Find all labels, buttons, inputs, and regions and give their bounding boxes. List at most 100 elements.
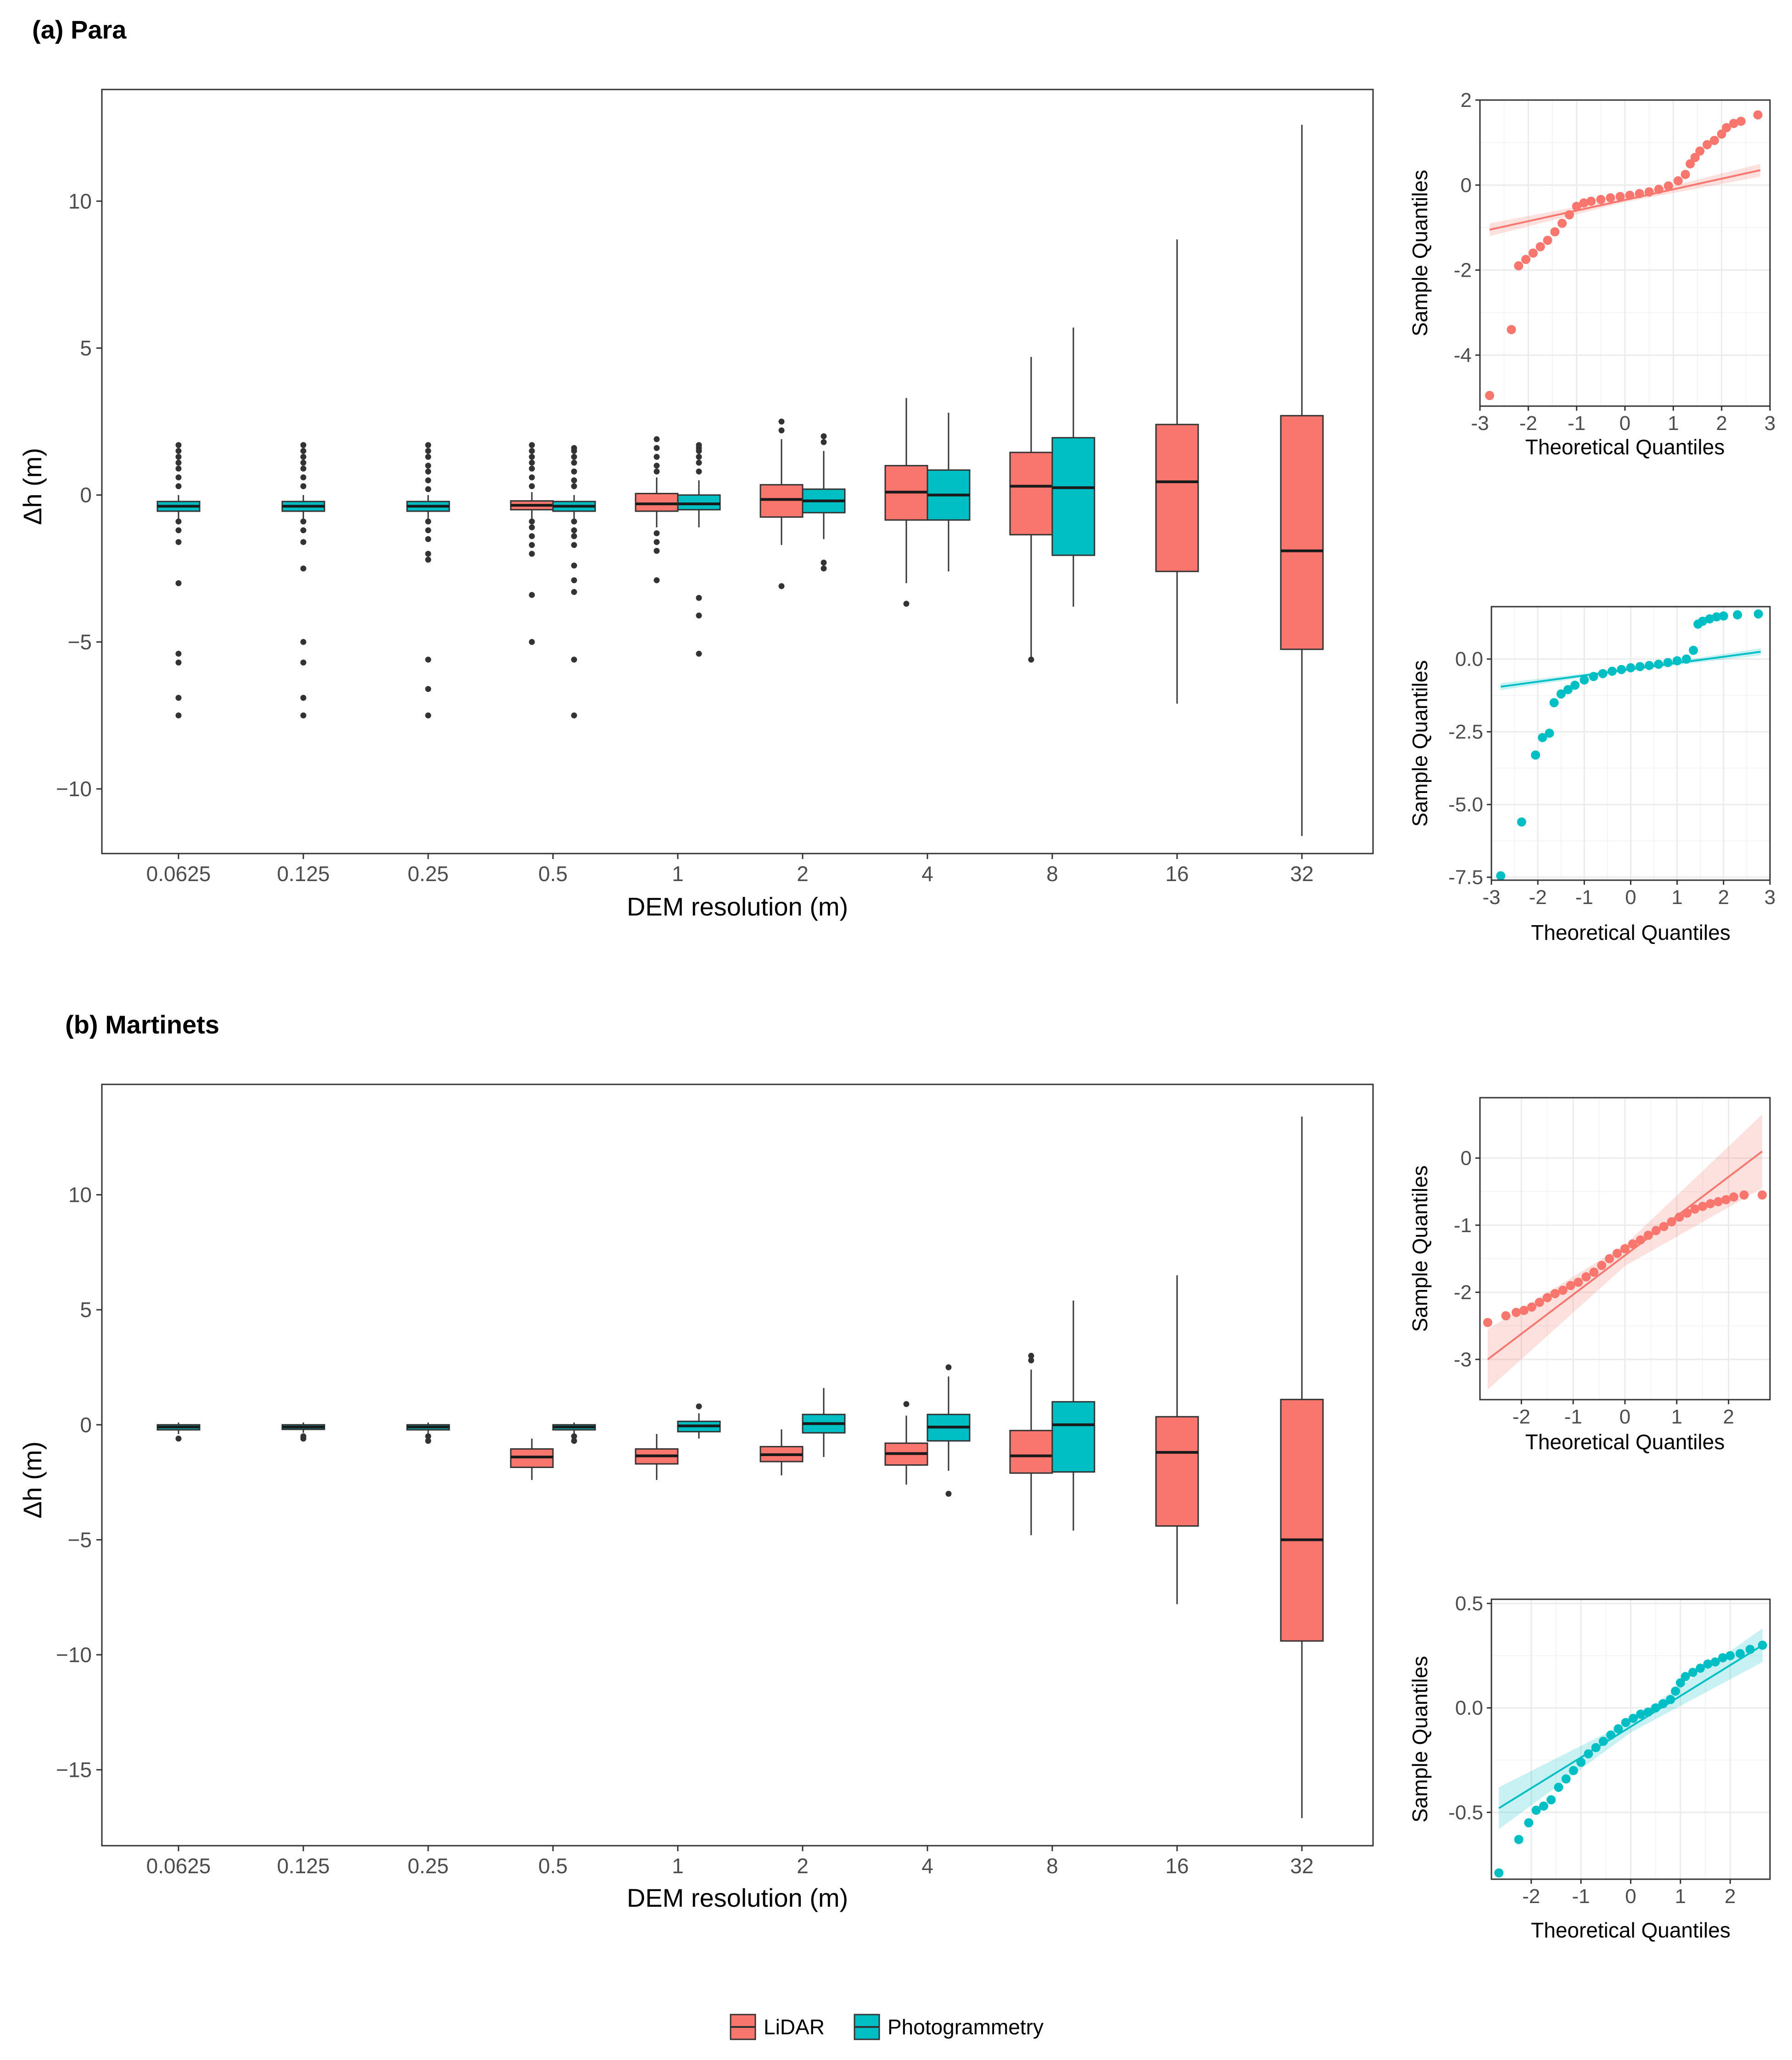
qq-point bbox=[1514, 261, 1524, 271]
qq-point bbox=[1485, 391, 1495, 400]
qq-point bbox=[1739, 1190, 1749, 1200]
qq-point bbox=[1659, 1222, 1669, 1231]
qq-point bbox=[1680, 170, 1690, 179]
outlier-point bbox=[571, 656, 577, 663]
qq-point bbox=[1598, 1736, 1608, 1746]
outlier-point bbox=[945, 1364, 952, 1370]
outlier-point bbox=[696, 459, 702, 466]
box-iqr bbox=[677, 494, 721, 511]
box-iqr bbox=[1051, 1401, 1095, 1473]
outlier-point bbox=[696, 595, 702, 601]
outlier-point bbox=[571, 477, 577, 484]
qq-point bbox=[1584, 1749, 1593, 1759]
x-tick-label: 1 bbox=[1671, 886, 1682, 909]
box-photogrammetry-0-25 bbox=[406, 442, 450, 719]
qq-point bbox=[1521, 255, 1531, 264]
box-photogrammetry-4 bbox=[927, 1364, 971, 1497]
outlier-point bbox=[175, 453, 182, 460]
legend-label-photogrammetry: Photogrammetry bbox=[888, 2015, 1044, 2039]
outlier-point bbox=[571, 469, 577, 475]
y-tick-label: −5 bbox=[68, 1528, 92, 1552]
qq-x-axis-title: Theoretical Quantiles bbox=[1531, 921, 1731, 944]
qq-point bbox=[1651, 1226, 1661, 1235]
qq-point bbox=[1597, 1261, 1607, 1270]
qq-point bbox=[1703, 140, 1712, 150]
outlier-point bbox=[300, 442, 307, 448]
outlier-point bbox=[696, 453, 702, 460]
x-tick-label: -2 bbox=[1513, 1406, 1530, 1428]
outlier-point bbox=[653, 530, 660, 536]
x-tick-label: 4 bbox=[921, 862, 933, 886]
qq-point bbox=[1705, 614, 1714, 624]
panel-b-title: (b) Martinets bbox=[65, 1010, 219, 1039]
x-tick-label: 2 bbox=[1718, 886, 1729, 909]
qq-point bbox=[1550, 1289, 1560, 1298]
qq-point bbox=[1589, 1267, 1599, 1277]
qq-point bbox=[1528, 248, 1538, 258]
outlier-point bbox=[425, 469, 431, 475]
qq-panel-border bbox=[1491, 1598, 1771, 1880]
qq-point bbox=[1651, 1703, 1660, 1713]
qq-point bbox=[1688, 1668, 1697, 1677]
outlier-point bbox=[425, 1433, 431, 1440]
outlier-point bbox=[778, 427, 785, 434]
qq-point bbox=[1636, 1709, 1646, 1719]
x-tick-label: 0.25 bbox=[408, 1854, 449, 1878]
y-tick-label: −10 bbox=[56, 777, 92, 801]
x-tick-label: 0.0625 bbox=[146, 1854, 211, 1878]
outlier-point bbox=[653, 453, 660, 460]
outlier-point bbox=[175, 442, 182, 448]
outlier-point bbox=[425, 1438, 431, 1444]
outlier-point bbox=[425, 712, 431, 719]
qq-point bbox=[1703, 1659, 1713, 1669]
outlier-point bbox=[175, 539, 182, 545]
qq-point bbox=[1664, 181, 1673, 191]
qq-point bbox=[1673, 176, 1683, 186]
outlier-point bbox=[945, 1491, 952, 1497]
x-tick-label: 8 bbox=[1046, 1854, 1058, 1878]
qq-point bbox=[1550, 227, 1560, 237]
box-iqr bbox=[635, 493, 679, 512]
qq-point bbox=[1718, 1653, 1728, 1663]
x-tick-label: -3 bbox=[1482, 886, 1500, 909]
outlier-point bbox=[425, 477, 431, 484]
x-tick-label: 1 bbox=[672, 1854, 684, 1878]
box-photogrammetry-0-25 bbox=[406, 1422, 450, 1444]
box-lidar-8 bbox=[1009, 1352, 1053, 1535]
qq-point bbox=[1543, 235, 1552, 245]
qq-point bbox=[1519, 1306, 1529, 1315]
outlier-point bbox=[571, 589, 577, 595]
box-lidar-1 bbox=[635, 1434, 679, 1480]
outlier-point bbox=[571, 483, 577, 490]
y-tick-label: 0.0 bbox=[1455, 648, 1483, 670]
x-tick-label: -1 bbox=[1564, 1406, 1582, 1428]
x-tick-label: -1 bbox=[1575, 886, 1593, 909]
qq-y-axis-title: Sample Quantiles bbox=[1408, 660, 1432, 826]
x-tick-label: 2 bbox=[1716, 412, 1727, 435]
outlier-point bbox=[425, 463, 431, 469]
box-iqr bbox=[759, 484, 804, 518]
qq-point bbox=[1758, 1641, 1767, 1650]
qq-point bbox=[1675, 1678, 1685, 1688]
qq-point bbox=[1729, 118, 1738, 128]
x-tick-label: 0 bbox=[1619, 412, 1630, 435]
outlier-point bbox=[1028, 1357, 1034, 1363]
qq-plot-a-photogrammetry: -3 -2 -1 0 1 2 3 -7.5 -5.0 -2.5 0.0 Theoretical Qua… bbox=[1408, 606, 1775, 944]
y-tick-label: -1 bbox=[1454, 1214, 1472, 1237]
panel-a-title: (a) Para bbox=[32, 15, 127, 44]
qq-point bbox=[1753, 110, 1763, 120]
y-tick-label: 0 bbox=[80, 1413, 92, 1437]
qq-point bbox=[1745, 1645, 1755, 1654]
y-tick-label: -2.5 bbox=[1448, 721, 1483, 743]
y-tick-label: 5 bbox=[80, 1298, 92, 1322]
qq-point bbox=[1579, 198, 1589, 208]
qq-y-axis-title: Sample Quantiles bbox=[1408, 170, 1432, 336]
qq-point bbox=[1710, 1657, 1720, 1667]
x-tick-label: 1 bbox=[1675, 1885, 1686, 1908]
box-iqr bbox=[1155, 1416, 1199, 1527]
outlier-point bbox=[696, 1403, 702, 1410]
box-lidar-0-5 bbox=[510, 442, 554, 645]
outlier-point bbox=[425, 686, 431, 692]
